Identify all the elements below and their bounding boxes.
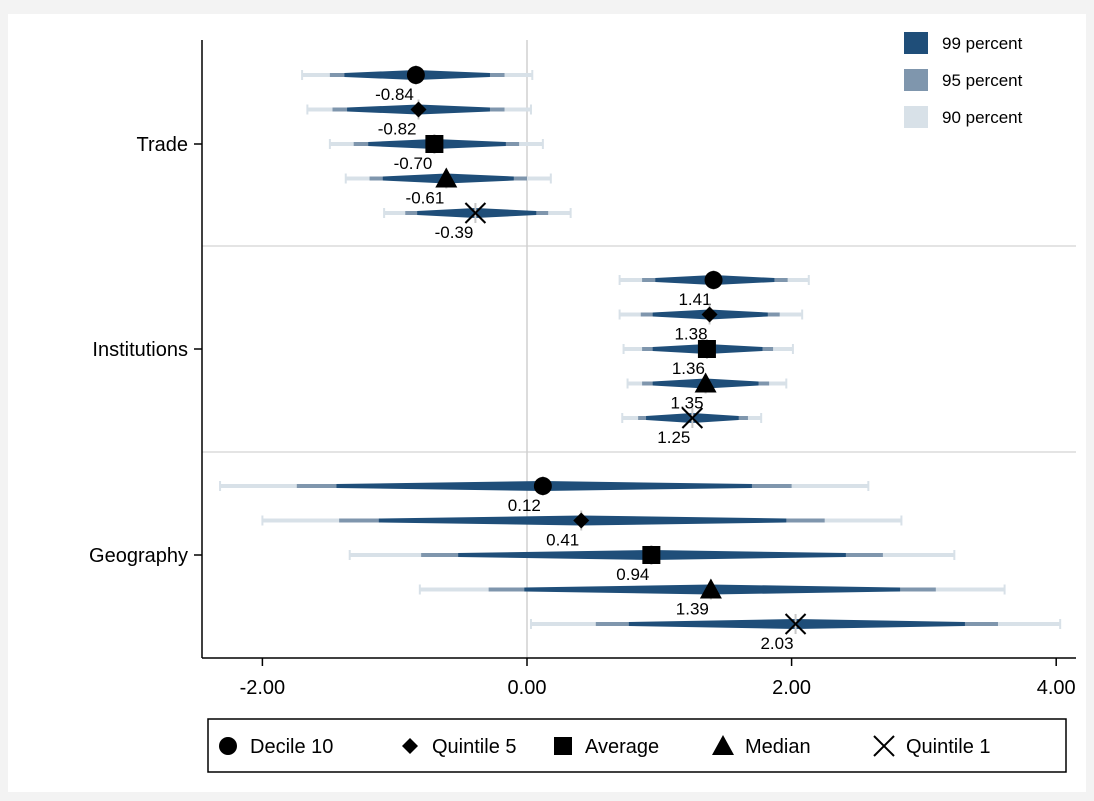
x-tick-label: 0.00 bbox=[508, 677, 547, 699]
legend-swatch bbox=[904, 106, 928, 128]
marker-square bbox=[425, 135, 444, 153]
value-label: -0.84 bbox=[375, 85, 414, 104]
marker-square bbox=[697, 340, 716, 358]
value-label: 1.41 bbox=[678, 290, 711, 309]
marker-triangle bbox=[699, 578, 722, 599]
marker-triangle bbox=[712, 735, 734, 755]
marker-legend-label: Average bbox=[585, 736, 659, 758]
marker-legend-box bbox=[207, 718, 1067, 773]
value-label: 0.12 bbox=[508, 496, 541, 515]
legend-swatch bbox=[904, 32, 928, 54]
marker-x bbox=[464, 202, 487, 224]
value-label: 1.25 bbox=[657, 428, 690, 447]
marker-circle bbox=[533, 477, 552, 495]
value-label: 2.03 bbox=[760, 634, 793, 653]
marker-diamond bbox=[402, 738, 418, 754]
value-label: -0.82 bbox=[378, 120, 417, 139]
legend-label: 99 percent bbox=[942, 34, 1023, 53]
legend-swatch bbox=[904, 69, 928, 91]
x-tick-label: 4.00 bbox=[1037, 677, 1076, 699]
marker-square bbox=[554, 737, 572, 755]
x-tick-label: -2.00 bbox=[240, 677, 286, 699]
marker-legend-label: Quintile 1 bbox=[906, 736, 991, 758]
marker-legend-label: Quintile 5 bbox=[432, 736, 517, 758]
marker-x bbox=[681, 407, 704, 429]
marker-triangle bbox=[694, 372, 717, 393]
category-label: Institutions bbox=[92, 339, 188, 361]
marker-circle bbox=[406, 66, 425, 84]
plot-background bbox=[8, 14, 1086, 792]
value-label: 0.94 bbox=[616, 565, 649, 584]
value-label: -0.61 bbox=[406, 189, 445, 208]
marker-x bbox=[784, 613, 807, 635]
marker-circle bbox=[219, 737, 237, 755]
legend-label: 90 percent bbox=[942, 108, 1023, 127]
marker-circle bbox=[704, 271, 723, 289]
category-label: Trade bbox=[136, 134, 188, 156]
marker-square bbox=[642, 546, 661, 564]
marker-triangle bbox=[435, 167, 458, 188]
marker-legend-label: Median bbox=[745, 736, 811, 758]
value-label: 1.35 bbox=[671, 394, 704, 413]
value-label: 1.38 bbox=[674, 325, 707, 344]
marker-diamond bbox=[410, 101, 427, 118]
value-label: 1.36 bbox=[672, 359, 705, 378]
marker-x bbox=[873, 735, 895, 757]
value-label: -0.39 bbox=[435, 223, 474, 242]
marker-diamond bbox=[701, 306, 718, 323]
marker-legend-label: Decile 10 bbox=[250, 736, 333, 758]
legend-label: 95 percent bbox=[942, 71, 1023, 90]
value-label: 0.41 bbox=[546, 531, 579, 550]
value-label: -0.70 bbox=[394, 154, 433, 173]
x-tick-label: 2.00 bbox=[772, 677, 811, 699]
category-label: Geography bbox=[89, 545, 188, 567]
marker-diamond bbox=[573, 512, 590, 529]
value-label: 1.39 bbox=[676, 600, 709, 619]
